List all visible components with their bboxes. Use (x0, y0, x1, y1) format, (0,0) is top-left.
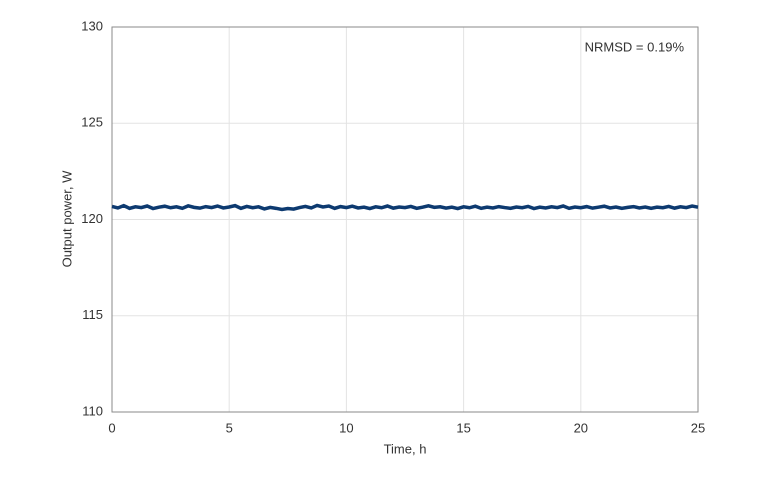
annotation: NRMSD = 0.19% (585, 39, 685, 54)
x-tick-label: 10 (339, 420, 353, 435)
x-tick-label: 25 (691, 420, 705, 435)
y-tick-label: 110 (82, 403, 103, 418)
x-axis-label: Time, h (384, 441, 427, 456)
y-tick-label: 120 (81, 211, 103, 226)
y-tick-label: 115 (82, 307, 103, 322)
x-tick-label: 20 (574, 420, 588, 435)
x-tick-label: 0 (108, 420, 115, 435)
data-line (111, 203, 699, 212)
plot-frame (111, 26, 699, 413)
y-axis-label: Output power, W (59, 170, 74, 268)
x-tick-label: 15 (456, 420, 470, 435)
y-tick-label: 130 (81, 18, 103, 33)
x-tick-label: 5 (226, 420, 233, 435)
y-tick-label: 125 (81, 115, 103, 130)
